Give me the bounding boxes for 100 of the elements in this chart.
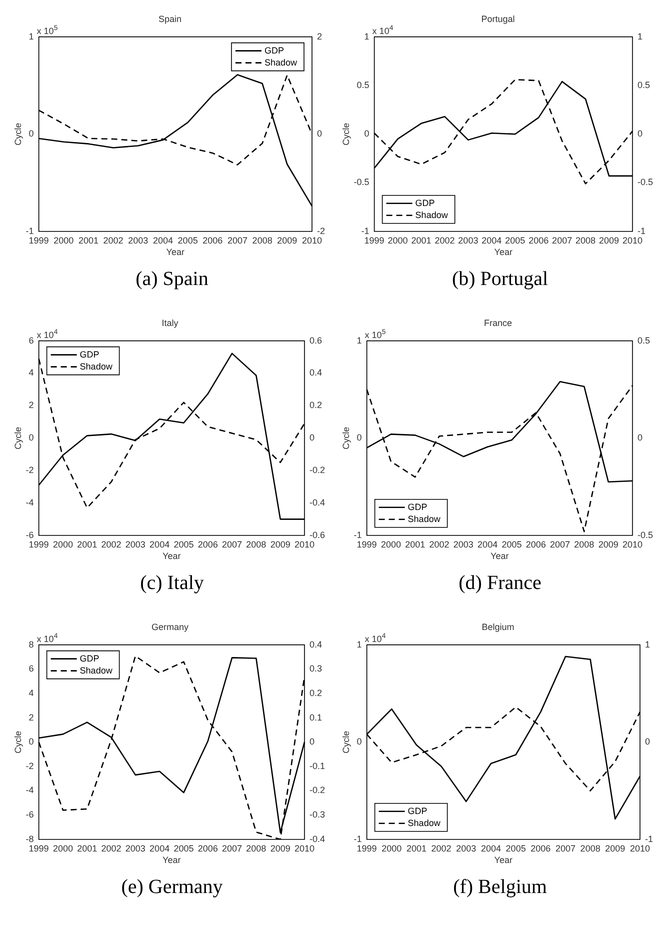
y-tick-label: -6 (26, 810, 34, 820)
x-tick-label: 2001 (411, 235, 432, 246)
x-tick-label: 2007 (555, 843, 576, 854)
legend-label: GDP (408, 806, 428, 816)
text: (f) Belgium (453, 876, 547, 899)
x-axis-title: Year (490, 551, 509, 562)
y-axis-title: Cycle (12, 730, 23, 754)
y2-tick-label: -0.2 (309, 465, 326, 476)
x-tick-label: 2006 (526, 539, 546, 550)
y-tick-label: 2 (28, 712, 34, 722)
legend-label: GDP (80, 349, 100, 360)
y2-tick-label: -1 (645, 834, 654, 844)
chart-title: Italy (162, 318, 179, 328)
y2-tick-label: -0.6 (309, 530, 326, 540)
x-tick-label: 2006 (530, 843, 551, 854)
x-axis-title: Year (494, 247, 512, 258)
x-tick-label: 1999 (28, 843, 49, 854)
y-tick-label: -2 (26, 760, 34, 771)
y2-tick-label: -0.4 (309, 497, 326, 508)
x-tick-label: 2002 (101, 843, 122, 854)
legend-label: GDP (408, 502, 428, 512)
x-tick-label: 2003 (125, 843, 146, 854)
chart-title: France (484, 318, 512, 328)
x-tick-label: 2004 (152, 235, 173, 246)
x-tick-label: 2000 (54, 235, 74, 246)
x-tick-label: 2008 (252, 235, 272, 246)
x-tick-label: 2006 (198, 843, 218, 854)
x-tick-label: 2008 (246, 539, 266, 550)
y-tick-label: 4 (28, 368, 34, 378)
y2-tick-label: 0.1 (309, 712, 322, 722)
x-tick-label: 2010 (622, 539, 643, 550)
x-tick-label: 1999 (364, 235, 384, 246)
x-tick-label: 2004 (150, 843, 170, 854)
y-tick-label: 1 (356, 639, 362, 650)
y2-tick-label: -0.4 (309, 834, 326, 844)
x-tick-label: 2005 (178, 235, 198, 246)
x-tick-label: 2005 (502, 539, 522, 550)
y-tick-label: -1 (26, 226, 34, 236)
x-tick-label: 2009 (270, 843, 290, 854)
y-axis-title: Cycle (12, 426, 23, 450)
x-tick-label: 2005 (506, 843, 526, 854)
x-tick-label: 2000 (380, 539, 401, 550)
x-tick-label: 2009 (605, 843, 626, 854)
x-tick-label: 2010 (630, 843, 650, 854)
x-tick-label: 2009 (277, 235, 298, 246)
x-tick-label: 2010 (294, 843, 315, 854)
y-tick-label: 2 (28, 400, 34, 410)
x-tick-label: 2000 (388, 235, 408, 246)
x-tick-label: 2005 (174, 843, 194, 854)
y2-tick-label: -0.5 (637, 530, 654, 540)
x-tick-label: 2004 (150, 539, 170, 550)
x-tick-label: 2006 (202, 235, 223, 246)
x-tick-label: 2001 (77, 843, 98, 854)
y-axis-title: Cycle (12, 122, 23, 146)
y2-tick-label: 0.3 (309, 664, 322, 674)
x-tick-label: 2002 (431, 843, 452, 854)
y-tick-label: 8 (28, 639, 34, 650)
y-tick-label: -6 (26, 530, 34, 540)
y-tick-label: -0.5 (354, 177, 370, 188)
y-tick-label: 0 (28, 432, 34, 443)
x-axis-title: Year (494, 855, 512, 866)
y-tick-label: 6 (28, 664, 34, 674)
x-tick-label: 1999 (356, 843, 377, 854)
x-tick-label: 2003 (128, 235, 148, 246)
y2-tick-label: 1 (645, 639, 650, 650)
y2-tick-label: 2 (317, 31, 322, 42)
y2-tick-label: 0 (645, 736, 650, 747)
x-tick-label: 2007 (222, 539, 242, 550)
x-tick-label: 2002 (103, 235, 124, 246)
x-axis-title: Year (162, 551, 181, 562)
legend-label: Shadow (264, 57, 298, 68)
legend-label: Shadow (415, 210, 448, 220)
legend-label: Shadow (80, 361, 113, 372)
y2-tick-label: 0.4 (309, 639, 322, 650)
x-tick-label: 2002 (434, 235, 455, 246)
x-tick-label: 2001 (405, 539, 426, 550)
y-axis-title: Cycle (340, 426, 351, 450)
y-tick-label: -4 (26, 785, 34, 796)
x-axis-title: Year (166, 247, 184, 258)
y-tick-label: -1 (361, 226, 370, 236)
y2-tick-label: -2 (317, 226, 326, 236)
y2-tick-label: 1 (637, 31, 643, 42)
x-tick-label: 2005 (174, 539, 194, 550)
x-tick-label: 2004 (482, 235, 502, 246)
x-tick-label: 2003 (456, 843, 476, 854)
text: (c) Italy (140, 572, 204, 595)
chart-title: Spain (158, 14, 182, 24)
x-tick-label: 2008 (574, 539, 594, 550)
x-tick-label: 1999 (28, 539, 49, 550)
y2-tick-label: 0 (309, 736, 315, 747)
x-tick-label: 2004 (480, 843, 501, 854)
x-tick-label: 2001 (78, 235, 98, 246)
y2-tick-label: 0.6 (309, 335, 322, 346)
x-tick-label: 2007 (552, 235, 572, 246)
x-tick-label: 2008 (576, 235, 596, 246)
chart-title: Belgium (482, 622, 514, 632)
y-tick-label: 0 (28, 736, 34, 747)
x-tick-label: 2008 (246, 843, 266, 854)
x-tick-label: 2008 (580, 843, 600, 854)
x-tick-label: 1999 (356, 539, 377, 550)
